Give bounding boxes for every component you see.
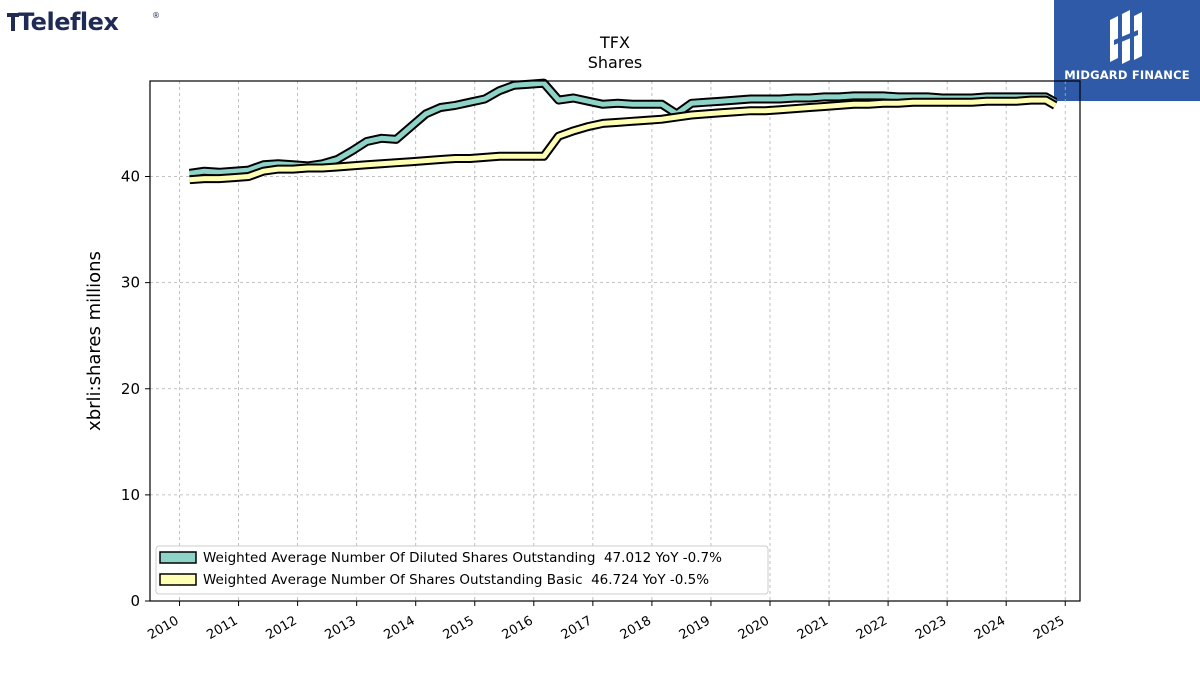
x-tick-label: 2012 xyxy=(263,613,299,643)
brand-logo-text: Teleflex xyxy=(18,8,119,34)
legend-label-basic: Weighted Average Number Of Shares Outsta… xyxy=(203,572,709,588)
chart-title: TFX xyxy=(599,33,630,52)
x-tick-label: 2024 xyxy=(972,613,1008,643)
legend-swatch-basic xyxy=(159,573,197,586)
x-tick-label: 2020 xyxy=(736,613,772,643)
x-tick-label: 2025 xyxy=(1031,613,1067,643)
x-tick-label: 2017 xyxy=(559,613,595,643)
x-tick-label: 2010 xyxy=(145,613,181,643)
basic-shares-series-line xyxy=(189,97,1057,183)
x-tick-label: 2021 xyxy=(795,613,831,643)
y-tick-label: 0 xyxy=(130,592,140,610)
grid xyxy=(150,81,1080,601)
x-tick-label: 2011 xyxy=(204,613,240,643)
y-tick-label: 40 xyxy=(121,168,140,186)
x-tick-label: 2018 xyxy=(618,613,654,643)
legend: Weighted Average Number Of Diluted Share… xyxy=(155,545,769,595)
x-tick-label: 2022 xyxy=(854,613,890,643)
y-tick-label: 20 xyxy=(121,380,140,398)
registered-mark: ® xyxy=(152,11,160,20)
x-tick-label: 2013 xyxy=(323,613,359,643)
y-tick-label: 10 xyxy=(121,486,140,504)
x-tick-label: 2014 xyxy=(382,613,418,643)
series-layer xyxy=(188,78,1058,185)
legend-box xyxy=(155,545,769,595)
x-tick-label: 2019 xyxy=(677,613,713,643)
teleflex-logo-icon xyxy=(7,13,19,31)
brand-logo: Teleflex ® xyxy=(7,8,160,34)
y-axis-label: xbrli:shares millions xyxy=(84,251,105,431)
legend-swatch-diluted xyxy=(159,551,197,564)
chart-subtitle: Shares xyxy=(588,53,643,72)
diluted-shares-series-line xyxy=(189,80,1057,176)
y-tick-label: 30 xyxy=(121,274,140,292)
x-tick-label: 2016 xyxy=(500,613,536,643)
x-tick-label: 2023 xyxy=(913,613,949,643)
midgard-monogram-icon xyxy=(1110,10,1142,64)
x-tick-label: 2015 xyxy=(441,613,477,643)
plot-frame xyxy=(149,80,1081,602)
badge-text: MIDGARD FINANCE xyxy=(1064,68,1190,82)
midgard-finance-badge: MIDGARD FINANCE xyxy=(1054,0,1200,101)
legend-label-diluted: Weighted Average Number Of Diluted Share… xyxy=(203,550,722,566)
